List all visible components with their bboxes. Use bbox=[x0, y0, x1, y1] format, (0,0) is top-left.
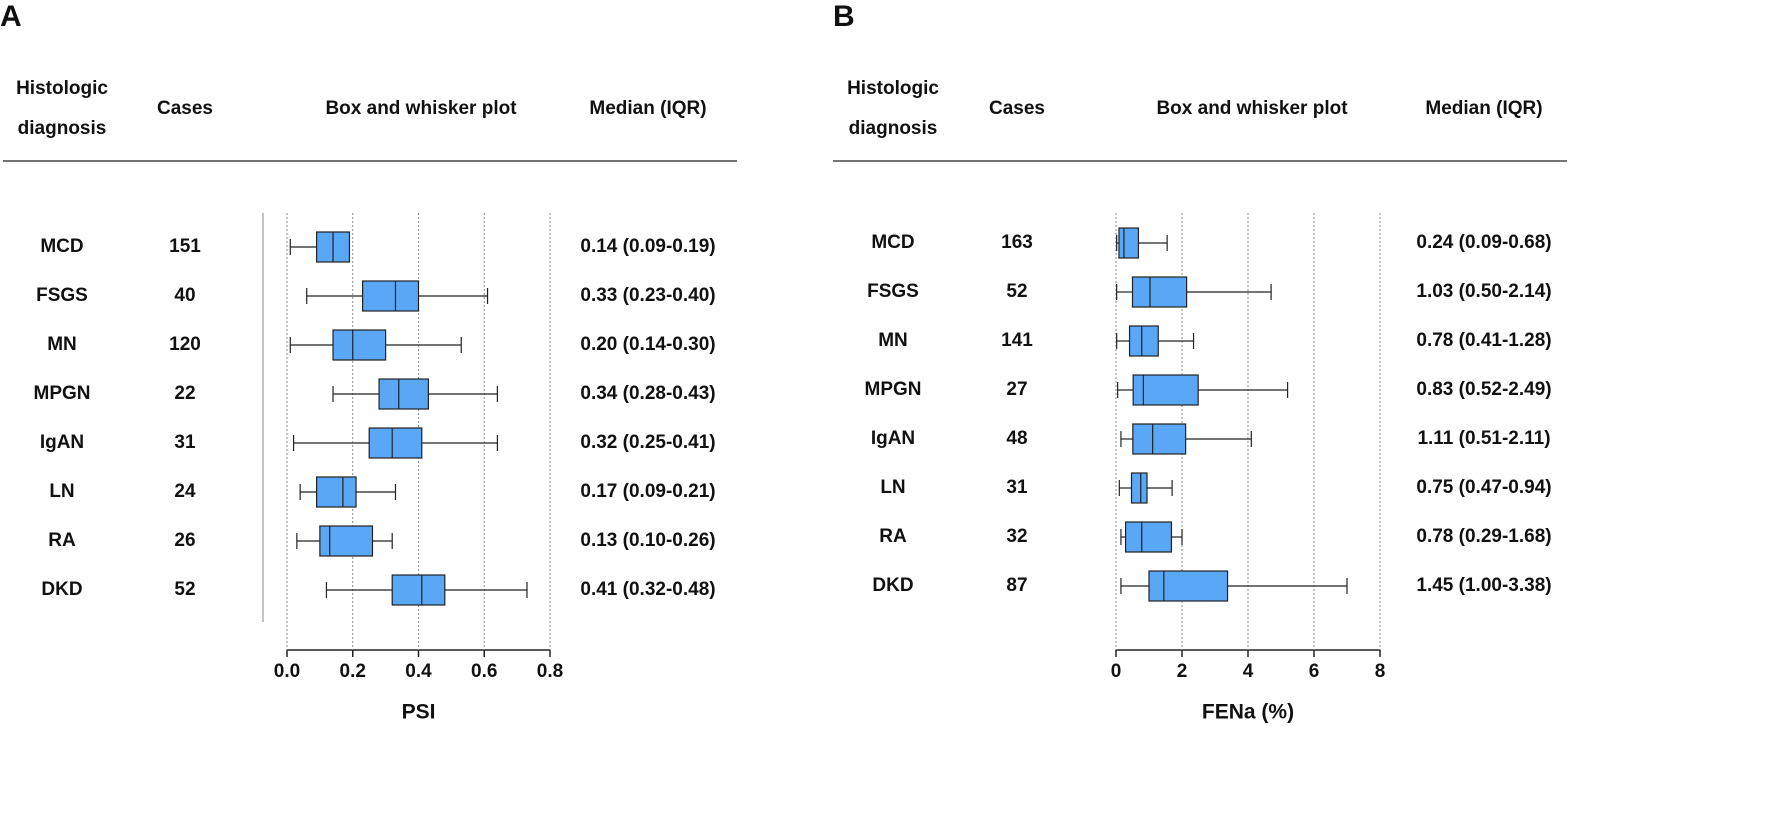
median-iqr: 0.33 (0.23-0.40) bbox=[580, 285, 715, 306]
cases: 120 bbox=[169, 334, 201, 355]
header: diagnosis bbox=[18, 118, 107, 139]
category-label: MPGN bbox=[34, 383, 91, 404]
header: Box and whisker plot bbox=[1156, 98, 1348, 119]
cases: 52 bbox=[1006, 281, 1027, 302]
median-iqr: 0.41 (0.32-0.48) bbox=[580, 579, 715, 600]
category-label: DKD bbox=[872, 575, 913, 596]
box bbox=[362, 280, 420, 312]
category-label: MPGN bbox=[865, 379, 922, 400]
x-tick-label: 0 bbox=[1111, 661, 1122, 682]
cases: 163 bbox=[1001, 232, 1033, 253]
median-iqr: 1.45 (1.00-3.38) bbox=[1416, 575, 1551, 596]
category-label: FSGS bbox=[36, 285, 88, 306]
cases: 52 bbox=[174, 579, 195, 600]
box bbox=[1132, 423, 1187, 455]
category-label: RA bbox=[48, 530, 76, 551]
median-iqr: 0.83 (0.52-2.49) bbox=[1416, 379, 1551, 400]
category-label: IgAN bbox=[40, 432, 84, 453]
header: Histologic bbox=[16, 78, 108, 99]
header: Median (IQR) bbox=[1425, 98, 1542, 119]
cases: 31 bbox=[174, 432, 196, 453]
cases: 87 bbox=[1006, 575, 1027, 596]
category-label: MN bbox=[47, 334, 77, 355]
median-iqr: 1.11 (0.51-2.11) bbox=[1417, 428, 1550, 449]
header: Box and whisker plot bbox=[325, 98, 517, 119]
cases: 22 bbox=[174, 383, 195, 404]
median-iqr: 0.78 (0.41-1.28) bbox=[1416, 330, 1551, 351]
category-label: LN bbox=[49, 481, 74, 502]
box bbox=[1130, 472, 1148, 504]
cases: 26 bbox=[174, 530, 195, 551]
x-tick-label: 8 bbox=[1375, 661, 1386, 682]
category-label: IgAN bbox=[871, 428, 915, 449]
cases: 40 bbox=[174, 285, 195, 306]
x-tick-label: 0.6 bbox=[471, 661, 497, 682]
category-label: MCD bbox=[871, 232, 914, 253]
median-iqr: 0.24 (0.09-0.68) bbox=[1416, 232, 1551, 253]
median-iqr: 1.03 (0.50-2.14) bbox=[1416, 281, 1551, 302]
category-label: RA bbox=[879, 526, 907, 547]
box bbox=[1131, 276, 1188, 308]
box bbox=[315, 476, 357, 508]
box bbox=[1128, 325, 1159, 357]
x-tick-label: 6 bbox=[1309, 661, 1320, 682]
cases: 151 bbox=[169, 236, 201, 257]
cases: 48 bbox=[1006, 428, 1027, 449]
box bbox=[1118, 227, 1140, 259]
median-iqr: 0.17 (0.09-0.21) bbox=[580, 481, 715, 502]
header: Cases bbox=[989, 98, 1045, 119]
header: Histologic bbox=[847, 78, 939, 99]
category-label: LN bbox=[880, 477, 905, 498]
median-iqr: 0.75 (0.47-0.94) bbox=[1416, 477, 1551, 498]
cases: 141 bbox=[1001, 330, 1033, 351]
median-iqr: 0.78 (0.29-1.68) bbox=[1416, 526, 1551, 547]
median-iqr: 0.13 (0.10-0.26) bbox=[580, 530, 715, 551]
category-label: FSGS bbox=[867, 281, 919, 302]
cases: 32 bbox=[1006, 526, 1027, 547]
box bbox=[1148, 570, 1229, 602]
median-iqr: 0.32 (0.25-0.41) bbox=[580, 432, 715, 453]
header: Cases bbox=[157, 98, 213, 119]
x-tick-label: 4 bbox=[1243, 661, 1254, 682]
box bbox=[1124, 521, 1173, 553]
median-iqr: 0.14 (0.09-0.19) bbox=[580, 236, 715, 257]
category-label: MN bbox=[878, 330, 908, 351]
x-tick-label: 0.4 bbox=[405, 661, 432, 682]
category-label: DKD bbox=[41, 579, 82, 600]
x-axis-label: FENa (%) bbox=[1202, 701, 1294, 724]
box bbox=[1132, 374, 1199, 406]
box bbox=[332, 329, 387, 361]
panel-label: A bbox=[0, 0, 22, 33]
box bbox=[378, 378, 429, 410]
x-tick-label: 0.8 bbox=[537, 661, 563, 682]
median-iqr: 0.20 (0.14-0.30) bbox=[580, 334, 715, 355]
x-tick-label: 0.2 bbox=[340, 661, 366, 682]
box bbox=[391, 574, 446, 606]
cases: 27 bbox=[1006, 379, 1027, 400]
panel-label: B bbox=[833, 0, 855, 33]
x-tick-label: 0.0 bbox=[274, 661, 300, 682]
header: diagnosis bbox=[849, 118, 938, 139]
category-label: MCD bbox=[40, 236, 83, 257]
header: Median (IQR) bbox=[589, 98, 706, 119]
cases: 31 bbox=[1006, 477, 1028, 498]
cases: 24 bbox=[174, 481, 196, 502]
x-tick-label: 2 bbox=[1177, 661, 1188, 682]
box bbox=[319, 525, 374, 557]
median-iqr: 0.34 (0.28-0.43) bbox=[580, 383, 715, 404]
box bbox=[368, 427, 423, 459]
x-axis-label: PSI bbox=[402, 701, 436, 724]
